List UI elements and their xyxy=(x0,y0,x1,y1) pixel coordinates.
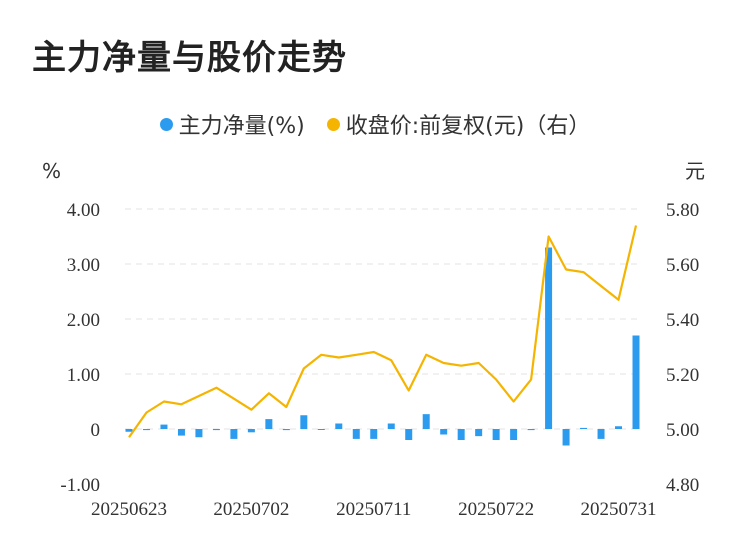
net-flow-bar xyxy=(562,429,570,446)
right-tick-label: 5.80 xyxy=(666,200,699,221)
left-tick-label: 4.00 xyxy=(67,200,100,221)
legend-dot-net-flow xyxy=(159,117,173,131)
legend-item-close-price[interactable]: 收盘价:前复权(元)（右） xyxy=(326,108,591,140)
close-price-polyline xyxy=(128,225,638,438)
chart-legend: 主力净量(%) 收盘价:前复权(元)（右） xyxy=(0,108,750,140)
net-flow-bar xyxy=(615,426,623,429)
net-flow-bar xyxy=(300,415,308,429)
net-flow-bar xyxy=(475,429,483,437)
net-flow-bar xyxy=(527,429,535,431)
grid-lines xyxy=(125,208,640,430)
net-flow-bar xyxy=(597,429,605,439)
right-tick-label: 5.20 xyxy=(666,365,699,386)
net-flow-bar xyxy=(440,429,448,435)
net-flow-bar xyxy=(352,429,360,439)
net-flow-bar xyxy=(247,429,255,433)
net-flow-bar xyxy=(317,429,325,430)
close-price-line xyxy=(128,225,638,438)
net-flow-bar xyxy=(195,429,203,438)
left-axis: 4.00 3.00 2.00 1.00 0 -1.00 xyxy=(60,200,100,496)
left-tick-label: 1.00 xyxy=(67,365,100,386)
net-flow-bar xyxy=(142,429,150,431)
net-flow-bar xyxy=(282,429,290,431)
left-tick-label: -1.00 xyxy=(60,475,100,496)
right-tick-label: 5.60 xyxy=(666,255,699,276)
legend-dot-close-price xyxy=(326,117,340,131)
net-flow-bar xyxy=(387,423,395,429)
net-flow-bar xyxy=(580,427,588,429)
right-axis-unit: 元 xyxy=(685,159,705,183)
net-flow-bar xyxy=(212,429,220,431)
left-tick-label: 2.00 xyxy=(67,310,100,331)
x-axis: 20250623 20250702 20250711 20250722 20250731 xyxy=(91,499,657,520)
x-tick-label: 20250722 xyxy=(458,499,534,520)
x-tick-label: 20250702 xyxy=(213,499,289,520)
right-tick-label: 4.80 xyxy=(666,475,699,496)
net-flow-bar xyxy=(545,247,553,429)
net-flow-bar xyxy=(370,429,378,439)
chart-title: 主力净量与股价走势 xyxy=(32,38,347,78)
net-flow-bar xyxy=(510,429,518,440)
legend-item-net-flow[interactable]: 主力净量(%) xyxy=(159,108,305,140)
left-tick-label: 0 xyxy=(91,420,101,441)
x-tick-label: 20250731 xyxy=(581,499,657,520)
net-flow-bar xyxy=(160,424,168,429)
right-tick-label: 5.40 xyxy=(666,310,699,331)
net-flow-bar xyxy=(265,419,273,429)
net-flow-bar xyxy=(457,429,465,440)
x-tick-label: 20250623 xyxy=(91,499,167,520)
net-flow-bar xyxy=(335,423,343,429)
net-flow-bar xyxy=(632,335,640,429)
x-tick-label: 20250711 xyxy=(336,499,411,520)
net-flow-bar xyxy=(492,429,500,440)
net-flow-bar xyxy=(422,414,430,429)
legend-label-net-flow: 主力净量(%) xyxy=(178,114,305,139)
right-tick-label: 5.00 xyxy=(666,420,699,441)
right-axis: 5.80 5.60 5.40 5.20 5.00 4.80 xyxy=(666,200,699,496)
net-flow-bar xyxy=(125,429,133,432)
legend-label-close-price: 收盘价:前复权(元)（右） xyxy=(345,114,591,139)
left-axis-unit: % xyxy=(42,159,61,183)
net-flow-bars xyxy=(125,247,640,446)
net-flow-bar xyxy=(177,429,185,436)
left-tick-label: 3.00 xyxy=(67,255,100,276)
net-flow-bar xyxy=(230,429,238,439)
net-flow-bar xyxy=(405,429,413,440)
